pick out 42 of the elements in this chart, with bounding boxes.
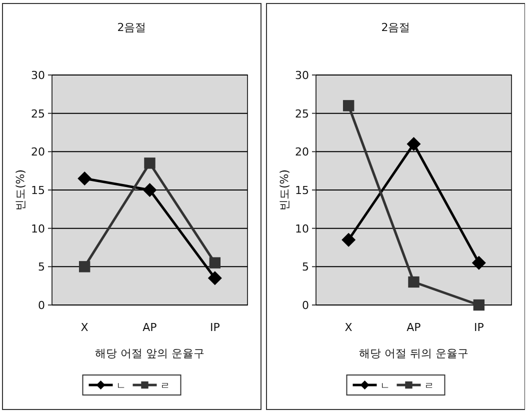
- point: [471, 256, 486, 270]
- point: [408, 276, 419, 288]
- point: [78, 172, 92, 186]
- point: [78, 261, 90, 272]
- legend-label: ㄹ: [423, 381, 434, 392]
- x-axis-title: 해당 어절 뒤의 운율구: [358, 347, 468, 360]
- point: [142, 183, 157, 197]
- chart-title: 2음절: [380, 21, 410, 34]
- x-tick-label: X: [80, 321, 89, 334]
- x-axis-title: 해당 어절 앞의 운율구: [95, 347, 204, 360]
- y-tick-label: 5: [38, 260, 45, 274]
- y-axis-title: 빈도(%): [14, 169, 27, 211]
- y-tick-label: 0: [302, 299, 308, 312]
- y-axis-title: 빈도(%): [278, 169, 290, 211]
- point: [342, 100, 354, 112]
- x-tick-label: IP: [210, 321, 220, 334]
- point: [406, 137, 420, 151]
- x-tick-label: AP: [142, 321, 158, 334]
- point: [472, 299, 484, 311]
- y-tick-label: 10: [31, 222, 45, 236]
- x-tick-label: X: [344, 321, 352, 334]
- y-tick-label: 20: [31, 146, 45, 159]
- y-tick-label: 5: [302, 260, 308, 274]
- point: [209, 257, 221, 268]
- legend-label: ㄴ: [379, 381, 390, 392]
- legend-label: ㄹ: [160, 381, 170, 392]
- point: [144, 158, 156, 169]
- y-tick-label: 15: [31, 184, 45, 197]
- y-tick-label: 0: [38, 299, 45, 312]
- chart-title: 2음절: [117, 21, 146, 34]
- y-tick-label: 15: [294, 184, 308, 197]
- legend-label: ㄴ: [116, 381, 126, 392]
- x-tick-label: AP: [406, 321, 421, 334]
- point: [341, 232, 356, 247]
- y-tick-label: 30: [294, 69, 308, 82]
- y-tick-label: 25: [31, 107, 45, 120]
- y-tick-label: 30: [31, 69, 45, 82]
- y-tick-label: 25: [294, 107, 308, 120]
- y-tick-label: 20: [294, 146, 308, 159]
- y-tick-label: 10: [294, 222, 308, 236]
- point: [208, 271, 222, 286]
- x-tick-label: IP: [473, 321, 484, 334]
